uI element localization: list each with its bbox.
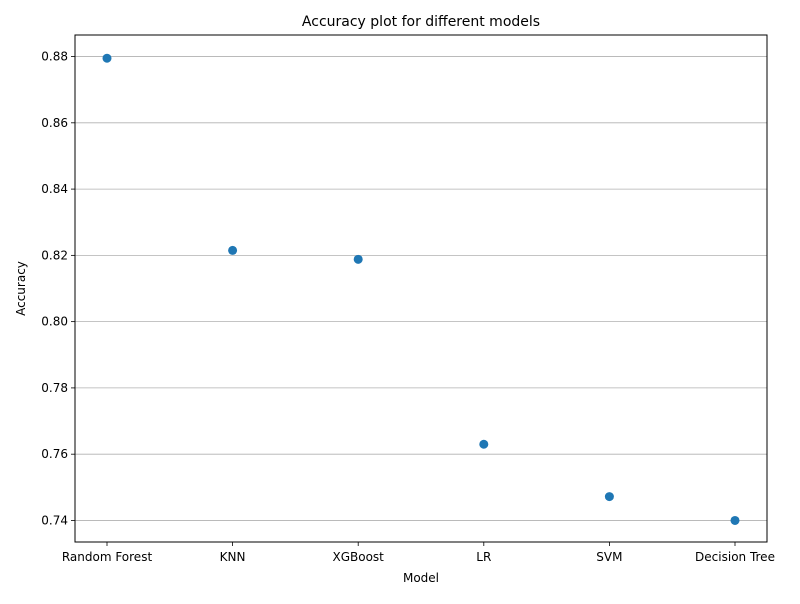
x-axis-label: Model xyxy=(403,571,439,585)
x-ticks: Random Forest KNN XGBoost LR SVM Decision Tre… xyxy=(62,542,775,564)
grid-layer xyxy=(75,56,767,521)
y-tick-label: 0.84 xyxy=(41,182,68,196)
y-tick-label: 0.78 xyxy=(41,381,68,395)
x-tick-label: Random Forest xyxy=(62,550,153,564)
y-tick-label: 0.80 xyxy=(41,315,68,329)
x-tick-label: KNN xyxy=(220,550,246,564)
y-tick-label: 0.76 xyxy=(41,447,68,461)
data-point xyxy=(353,254,363,264)
data-point xyxy=(730,515,740,525)
y-tick-label: 0.88 xyxy=(41,50,68,64)
y-axis-label: Accuracy xyxy=(14,261,28,316)
x-tick-label: LR xyxy=(476,550,491,564)
y-tick-label: 0.82 xyxy=(41,248,68,262)
data-point xyxy=(102,53,112,63)
data-point xyxy=(604,492,614,502)
x-tick-label: SVM xyxy=(596,550,622,564)
y-tick-label: 0.74 xyxy=(41,513,68,527)
data-point xyxy=(228,245,238,255)
data-points xyxy=(102,53,740,525)
y-tick-label: 0.86 xyxy=(41,116,68,130)
x-tick-label: Decision Tree xyxy=(695,550,775,564)
chart-title: Accuracy plot for different models xyxy=(302,14,540,30)
data-point xyxy=(479,439,489,449)
x-tick-label: XGBoost xyxy=(332,550,384,564)
plot-frame xyxy=(74,34,768,543)
y-ticks: 0.74 0.76 0.78 0.80 0.82 0.84 0.86 0.88 xyxy=(41,50,75,527)
